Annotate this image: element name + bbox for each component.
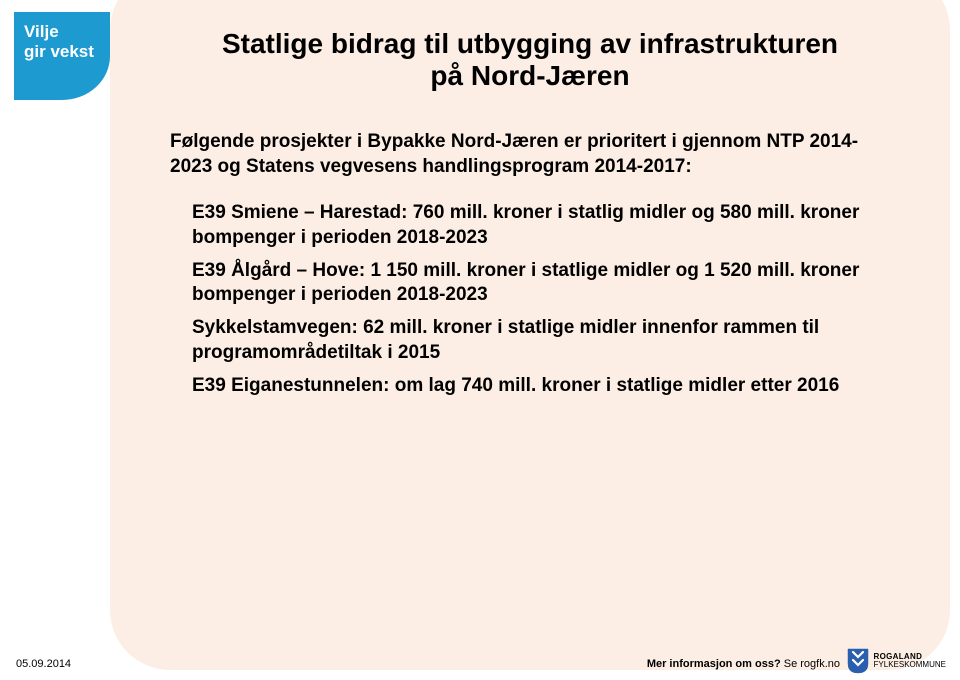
brand-badge: Vilje gir vekst (14, 12, 110, 100)
moreinfo-rest: Se rogfk.no (781, 658, 840, 670)
county-logo: ROGALAND FYLKESKOMMUNE (847, 648, 946, 674)
slide-body: Følgende prosjekter i Bypakke Nord-Jæren… (170, 130, 890, 406)
list-item: E39 Smiene – Harestad: 760 mill. kroner … (170, 201, 890, 250)
title-line1: Statlige bidrag til utbygging av infrast… (150, 28, 910, 60)
footer-moreinfo: Mer informasjon om oss? Se rogfk.no (647, 658, 840, 670)
shield-icon (847, 648, 869, 674)
footer: 05.09.2014 Mer informasjon om oss? Se ro… (0, 646, 960, 680)
footer-date: 05.09.2014 (16, 658, 71, 670)
county-line2: FYLKESKOMMUNE (874, 661, 946, 669)
brand-line2: gir vekst (24, 42, 100, 62)
moreinfo-bold: Mer informasjon om oss? (647, 658, 781, 670)
lead-paragraph: Følgende prosjekter i Bypakke Nord-Jæren… (170, 130, 890, 179)
list-item: E39 Ålgård – Hove: 1 150 mill. kroner i … (170, 259, 890, 308)
slide: Vilje gir vekst Statlige bidrag til utby… (0, 0, 960, 680)
list-item: Sykkelstamvegen: 62 mill. kroner i statl… (170, 316, 890, 365)
brand-line1: Vilje (24, 22, 100, 42)
title-line2: på Nord-Jæren (150, 60, 910, 92)
slide-title: Statlige bidrag til utbygging av infrast… (150, 28, 910, 92)
county-text: ROGALAND FYLKESKOMMUNE (874, 653, 946, 670)
list-item: E39 Eiganestunnelen: om lag 740 mill. kr… (170, 374, 890, 399)
